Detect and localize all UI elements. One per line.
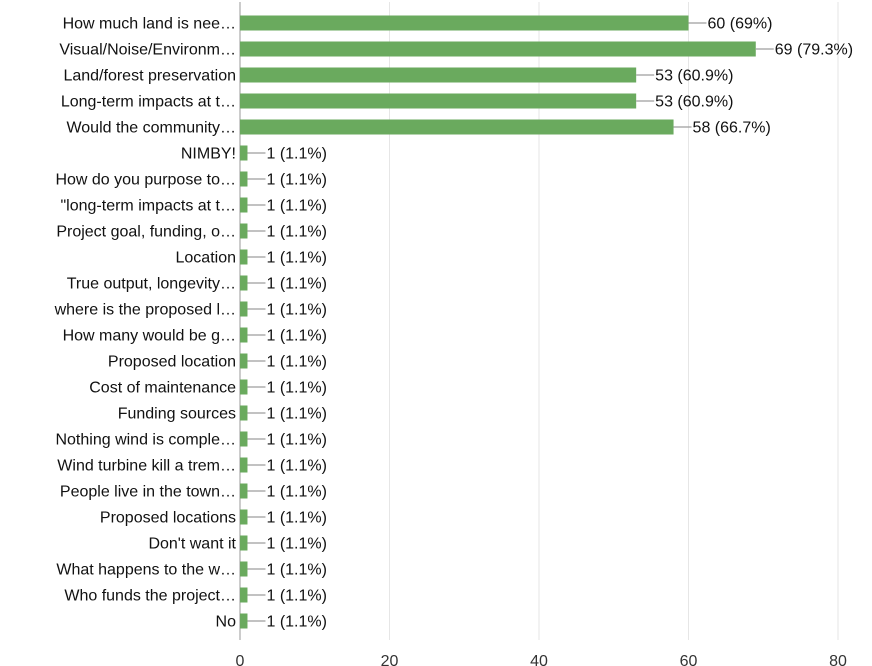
category-label: "long-term impacts at t… <box>60 198 236 215</box>
data-label: 53 (60.9%) <box>655 68 733 85</box>
category-label: Who funds the project… <box>64 588 236 605</box>
data-label: 1 (1.1%) <box>266 432 326 449</box>
data-label: 1 (1.1%) <box>266 302 326 319</box>
data-label: 1 (1.1%) <box>266 198 326 215</box>
category-label: No <box>216 614 237 631</box>
bar <box>240 145 248 161</box>
category-label: Long-term impacts at t… <box>61 94 236 111</box>
category-label: Proposed locations <box>100 510 236 527</box>
data-label: 1 (1.1%) <box>266 354 326 371</box>
bar <box>240 249 248 265</box>
bar <box>240 483 248 499</box>
data-label: 1 (1.1%) <box>266 406 326 423</box>
bar <box>240 613 248 629</box>
data-label: 53 (60.9%) <box>655 94 733 111</box>
category-label: Location <box>176 250 237 267</box>
bar <box>240 457 248 473</box>
bar <box>240 197 248 213</box>
data-label: 1 (1.1%) <box>266 146 326 163</box>
category-label: Proposed location <box>108 354 236 371</box>
category-label: Wind turbine kill a trem… <box>57 458 236 475</box>
category-label: How do you purpose to… <box>55 172 236 189</box>
bar <box>240 223 248 239</box>
data-label: 1 (1.1%) <box>266 328 326 345</box>
bar <box>240 379 248 395</box>
bar <box>240 93 637 109</box>
data-label: 1 (1.1%) <box>266 380 326 397</box>
category-label: Cost of maintenance <box>89 380 236 397</box>
data-label: 1 (1.1%) <box>266 510 326 527</box>
data-label: 1 (1.1%) <box>266 562 326 579</box>
bar <box>240 535 248 551</box>
bar <box>240 509 248 525</box>
data-label: 1 (1.1%) <box>266 536 326 553</box>
category-label: Don't want it <box>148 536 236 553</box>
data-label: 1 (1.1%) <box>266 458 326 475</box>
category-label: Would the community… <box>66 120 236 137</box>
bar <box>240 41 756 57</box>
category-label: Funding sources <box>118 406 236 423</box>
category-label: What happens to the w… <box>56 562 236 579</box>
category-label: True output, longevity… <box>67 276 236 293</box>
data-label: 69 (79.3%) <box>775 42 853 59</box>
bar <box>240 119 674 135</box>
category-label: Nothing wind is comple… <box>55 432 236 449</box>
data-label: 60 (69%) <box>708 16 773 33</box>
category-label: How many would be g… <box>63 328 236 345</box>
bar <box>240 301 248 317</box>
data-label: 1 (1.1%) <box>266 276 326 293</box>
category-label: People live in the town… <box>60 484 236 501</box>
category-label: Project goal, funding, o… <box>56 224 236 241</box>
bar <box>240 561 248 577</box>
data-label: 58 (66.7%) <box>693 120 771 137</box>
category-label: where is the proposed l… <box>54 302 236 319</box>
bar <box>240 67 637 83</box>
x-tick-label: 0 <box>236 653 245 666</box>
bar <box>240 587 248 603</box>
category-label: Visual/Noise/Environm… <box>59 42 236 59</box>
bar <box>240 275 248 291</box>
data-label: 1 (1.1%) <box>266 250 326 267</box>
x-tick-label: 80 <box>829 653 847 666</box>
data-label: 1 (1.1%) <box>266 172 326 189</box>
bar <box>240 353 248 369</box>
bar <box>240 405 248 421</box>
data-label: 1 (1.1%) <box>266 588 326 605</box>
data-label: 1 (1.1%) <box>266 614 326 631</box>
bar <box>240 171 248 187</box>
category-label: Land/forest preservation <box>63 68 236 85</box>
category-label: How much land is nee… <box>63 16 236 33</box>
x-tick-label: 20 <box>381 653 399 666</box>
bar <box>240 431 248 447</box>
category-label: NIMBY! <box>181 146 236 163</box>
bar <box>240 327 248 343</box>
data-label: 1 (1.1%) <box>266 484 326 501</box>
x-tick-label: 60 <box>680 653 698 666</box>
x-tick-label: 40 <box>530 653 548 666</box>
bar <box>240 15 689 31</box>
data-label: 1 (1.1%) <box>266 224 326 241</box>
